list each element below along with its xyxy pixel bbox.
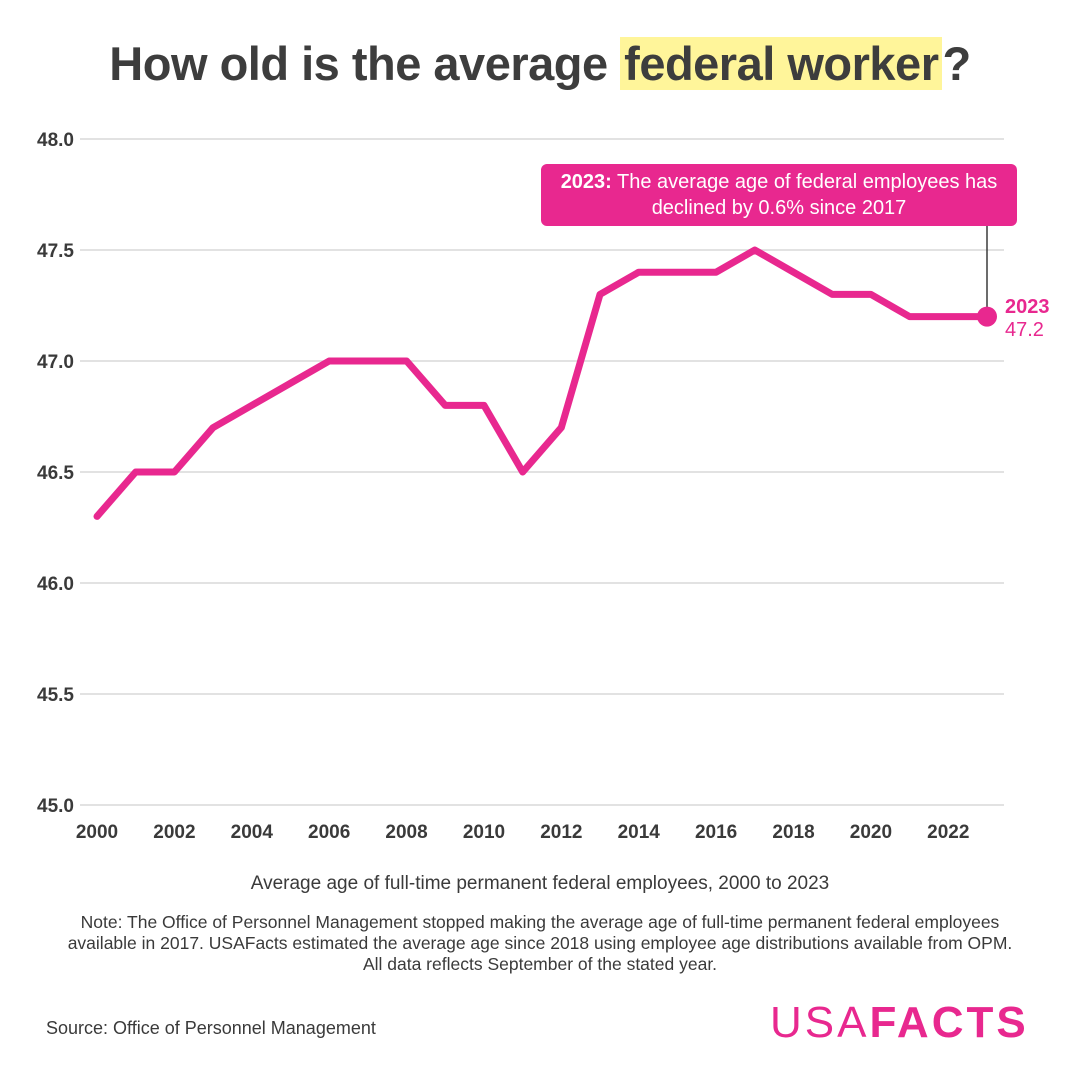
logo-facts: FACTS — [869, 998, 1029, 1047]
end-label-year: 2023 — [1005, 296, 1050, 318]
x-tick-label: 2014 — [618, 822, 661, 843]
gridlines — [80, 138, 1004, 806]
end-point-label: 2023 47.2 — [1005, 296, 1050, 342]
title-prefix: How old is the average — [109, 37, 621, 90]
y-tick-label: 47.0 — [37, 352, 74, 373]
x-tick-label: 2002 — [153, 822, 195, 843]
chart-subtitle: Average age of full-time permanent feder… — [250, 873, 830, 894]
x-tick-label: 2022 — [927, 822, 969, 843]
x-tick-label: 2018 — [772, 822, 814, 843]
x-tick-label: 2004 — [231, 822, 274, 843]
end-label-value: 47.2 — [1005, 319, 1044, 341]
x-axis-ticks: 2000 2002 2004 2006 2008 2010 2012 2014 2016 2018… — [76, 822, 970, 843]
x-tick-label: 2020 — [850, 822, 892, 843]
title-highlight: federal worker — [620, 37, 943, 90]
chart-note: Note: The Office of Personnel Management… — [67, 912, 1013, 974]
source-text: Source: Office of Personnel Management — [46, 1018, 376, 1038]
x-tick-label: 2010 — [463, 822, 505, 843]
x-tick-label: 2006 — [308, 822, 350, 843]
logo-usa: USA — [770, 998, 870, 1047]
x-tick-label: 2000 — [76, 822, 118, 843]
annotation-callout: 2023: The average age of federal employe… — [541, 164, 1017, 226]
callout-text: The average age of federal employees has… — [611, 171, 998, 219]
x-tick-label: 2016 — [695, 822, 737, 843]
series-line — [93, 246, 991, 520]
callout-bold: 2023: — [560, 171, 612, 193]
y-tick-label: 45.5 — [37, 685, 74, 706]
y-tick-label: 46.5 — [37, 463, 74, 484]
y-tick-label: 45.0 — [37, 796, 74, 817]
chart-title: How old is the average federal worker? — [0, 36, 1080, 91]
title-suffix: ? — [942, 37, 971, 90]
usafacts-logo: USAFACTS — [770, 998, 1029, 1048]
x-tick-label: 2008 — [385, 822, 427, 843]
y-tick-label: 46.0 — [37, 574, 74, 595]
end-point-marker — [977, 306, 997, 327]
y-tick-label: 48.0 — [37, 130, 74, 151]
y-axis-ticks: 45.0 45.5 46.0 46.5 47.0 47.5 48.0 — [37, 130, 74, 817]
y-tick-label: 47.5 — [37, 241, 74, 262]
x-tick-label: 2012 — [540, 822, 582, 843]
